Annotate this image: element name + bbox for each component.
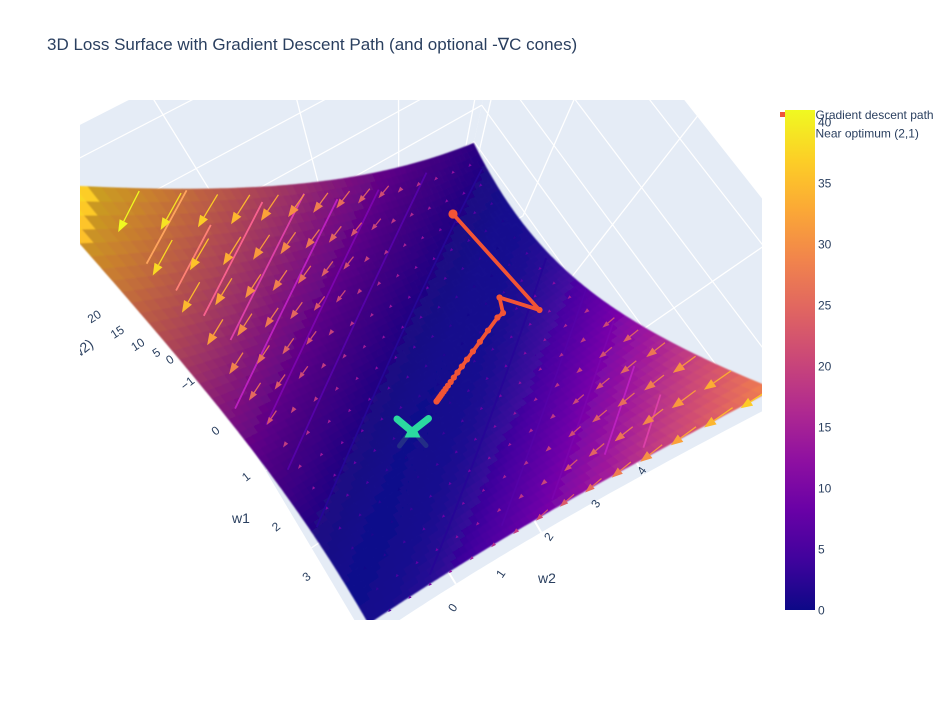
svg-text:20: 20 (818, 360, 832, 374)
svg-text:35: 35 (818, 177, 832, 191)
svg-text:25: 25 (818, 299, 832, 313)
svg-text:10: 10 (818, 482, 832, 496)
svg-text:Gradient descent path: Gradient descent path (816, 108, 934, 122)
svg-text:3D Loss Surface with Gradient: 3D Loss Surface with Gradient Descent Pa… (47, 35, 577, 54)
svg-text:40: 40 (818, 116, 832, 130)
svg-text:5: 5 (818, 543, 825, 557)
svg-text:w1: w1 (231, 510, 250, 526)
svg-text:Near optimum (2,1): Near optimum (2,1) (816, 127, 919, 141)
svg-text:15: 15 (818, 421, 832, 435)
svg-text:0: 0 (818, 604, 825, 618)
svg-text:30: 30 (818, 238, 832, 252)
svg-text:w2: w2 (537, 570, 556, 586)
